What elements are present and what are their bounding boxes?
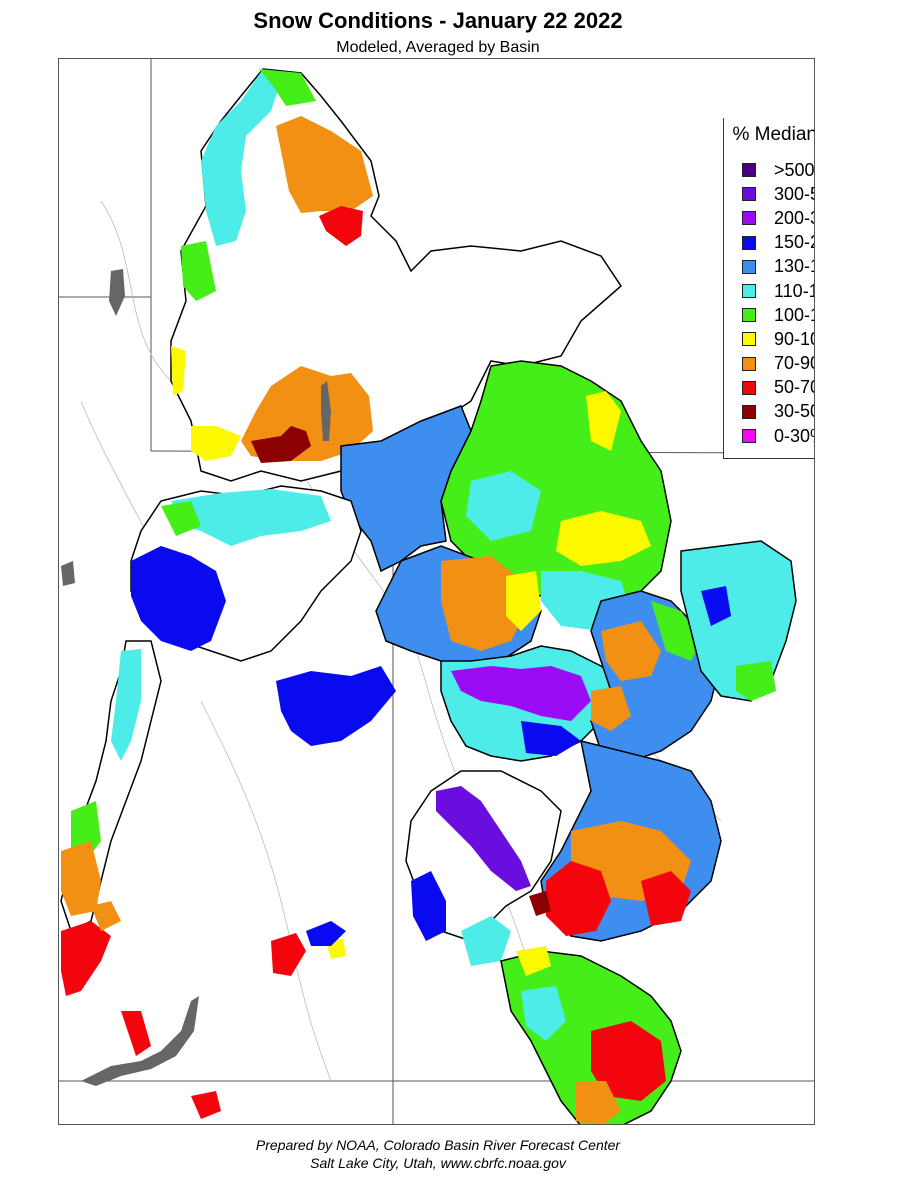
legend-swatch (742, 284, 756, 299)
region-sw-orange (91, 901, 121, 931)
legend-swatch (742, 356, 756, 371)
legend-swatch (742, 308, 756, 323)
legend-swatch (742, 211, 756, 226)
region-yampa-cyan (466, 471, 541, 541)
region-mid-darkred (251, 426, 311, 463)
region-sw-red3 (121, 1011, 151, 1056)
legend-list: >500% 300-500% 200-300% 150-200% 130-150… (742, 158, 815, 448)
legend-swatch (742, 429, 756, 444)
map-subtitle: Modeled, Averaged by Basin (336, 39, 540, 56)
legend-label: 0-30% (774, 425, 814, 446)
legend-swatch (742, 380, 756, 395)
region-north-cyan (201, 69, 281, 246)
region-east-orange (601, 621, 661, 681)
region-grand-yellow (506, 571, 541, 631)
region-north-orange (276, 116, 373, 213)
region-sw-red2 (271, 933, 306, 976)
legend-swatch (742, 235, 756, 250)
legend-label: 130-150% (774, 256, 814, 277)
region-fareast-green (736, 661, 776, 701)
region-duchesne-green (161, 501, 201, 536)
legend-label: 90-100% (774, 328, 814, 349)
region-gunnison-purple (451, 666, 591, 721)
legend-label: 100-110% (774, 304, 814, 325)
region-north-red (319, 206, 363, 246)
small-lake (109, 269, 125, 316)
region-sanjuan-red (546, 861, 611, 936)
region-dolores-blue (411, 871, 446, 941)
legend-swatch (742, 163, 756, 178)
legend-title: % Median SWE (732, 124, 815, 145)
region-south-yellow (516, 946, 551, 976)
region-sw-blue (306, 921, 346, 946)
small-lake-2 (61, 561, 75, 586)
region-wasatch-blue (131, 546, 226, 651)
legend-item: 90-100% (742, 327, 814, 351)
region-gunnison-blue (521, 721, 581, 756)
legend-item: 300-500% (742, 182, 814, 206)
footer-credit-line2: Salt Lake City, Utah, www.cbrfc.noaa.gov (310, 1155, 566, 1171)
legend-label: 70-90% (774, 353, 814, 374)
footer-credit-line1: Prepared by NOAA, Colorado Basin River F… (255, 1137, 621, 1153)
region-west-cyan (111, 649, 141, 761)
legend-swatch (742, 187, 756, 202)
legend-item: 0-30% (742, 424, 814, 448)
legend-swatch (742, 404, 756, 419)
region-grand-orange (441, 556, 526, 651)
legend-item: 70-90% (742, 352, 814, 376)
region-mid-yellow2 (171, 346, 186, 396)
region-sanjuan-darkred (529, 891, 551, 916)
legend-item: 150-200% (742, 231, 814, 255)
legend-item: 30-50% (742, 400, 814, 424)
legend-label: 150-200% (774, 232, 814, 253)
region-yampa-yellow (556, 511, 651, 566)
map-title: Snow Conditions - January 22 2022 (253, 8, 623, 33)
legend-swatch (742, 332, 756, 347)
legend-item: >500% (742, 158, 815, 182)
region-sw-red4 (191, 1091, 221, 1119)
region-duchesne-cyan (171, 489, 331, 546)
region-dolores-purple (436, 786, 531, 891)
basin-map-graphic (59, 59, 814, 1124)
region-fareast-blue (701, 586, 731, 626)
region-south-orange (576, 1081, 621, 1124)
legend-label: 110-130% (774, 280, 814, 301)
snow-map: % Median SWE >500% 300-500% 200-300% 150… (58, 58, 815, 1125)
legend-label: >500% (774, 159, 815, 180)
legend-item: 110-130% (742, 279, 814, 303)
legend-item: 130-150% (742, 255, 814, 279)
legend-label: 50-70% (774, 377, 814, 398)
region-sw-red (61, 921, 111, 996)
legend-item: 100-110% (742, 303, 814, 327)
legend-swatch (742, 259, 756, 274)
region-north-green2 (181, 241, 216, 301)
legend-item: 200-300% (742, 206, 814, 230)
legend-label: 200-300% (774, 207, 814, 228)
region-uinta-blue (276, 666, 396, 746)
region-dolores-cyan (461, 916, 511, 966)
legend-label: 30-50% (774, 401, 814, 422)
legend-box: % Median SWE >500% 300-500% 200-300% 150… (723, 118, 815, 459)
flaming-gorge-lake (321, 381, 331, 441)
legend-item: 50-70% (742, 376, 814, 400)
region-mid-yellow (191, 426, 241, 461)
region-sanjuan-red2 (641, 871, 691, 926)
region-east-orange2 (591, 686, 631, 731)
legend-label: 300-500% (774, 183, 814, 204)
region-west-orange (61, 841, 101, 916)
lake-powell (81, 996, 199, 1086)
region-south-red (591, 1021, 666, 1101)
region-north-green (259, 69, 316, 106)
region-east-green (651, 601, 701, 661)
region-south-cyan (521, 986, 566, 1041)
region-yampa-yellow2 (586, 391, 621, 451)
